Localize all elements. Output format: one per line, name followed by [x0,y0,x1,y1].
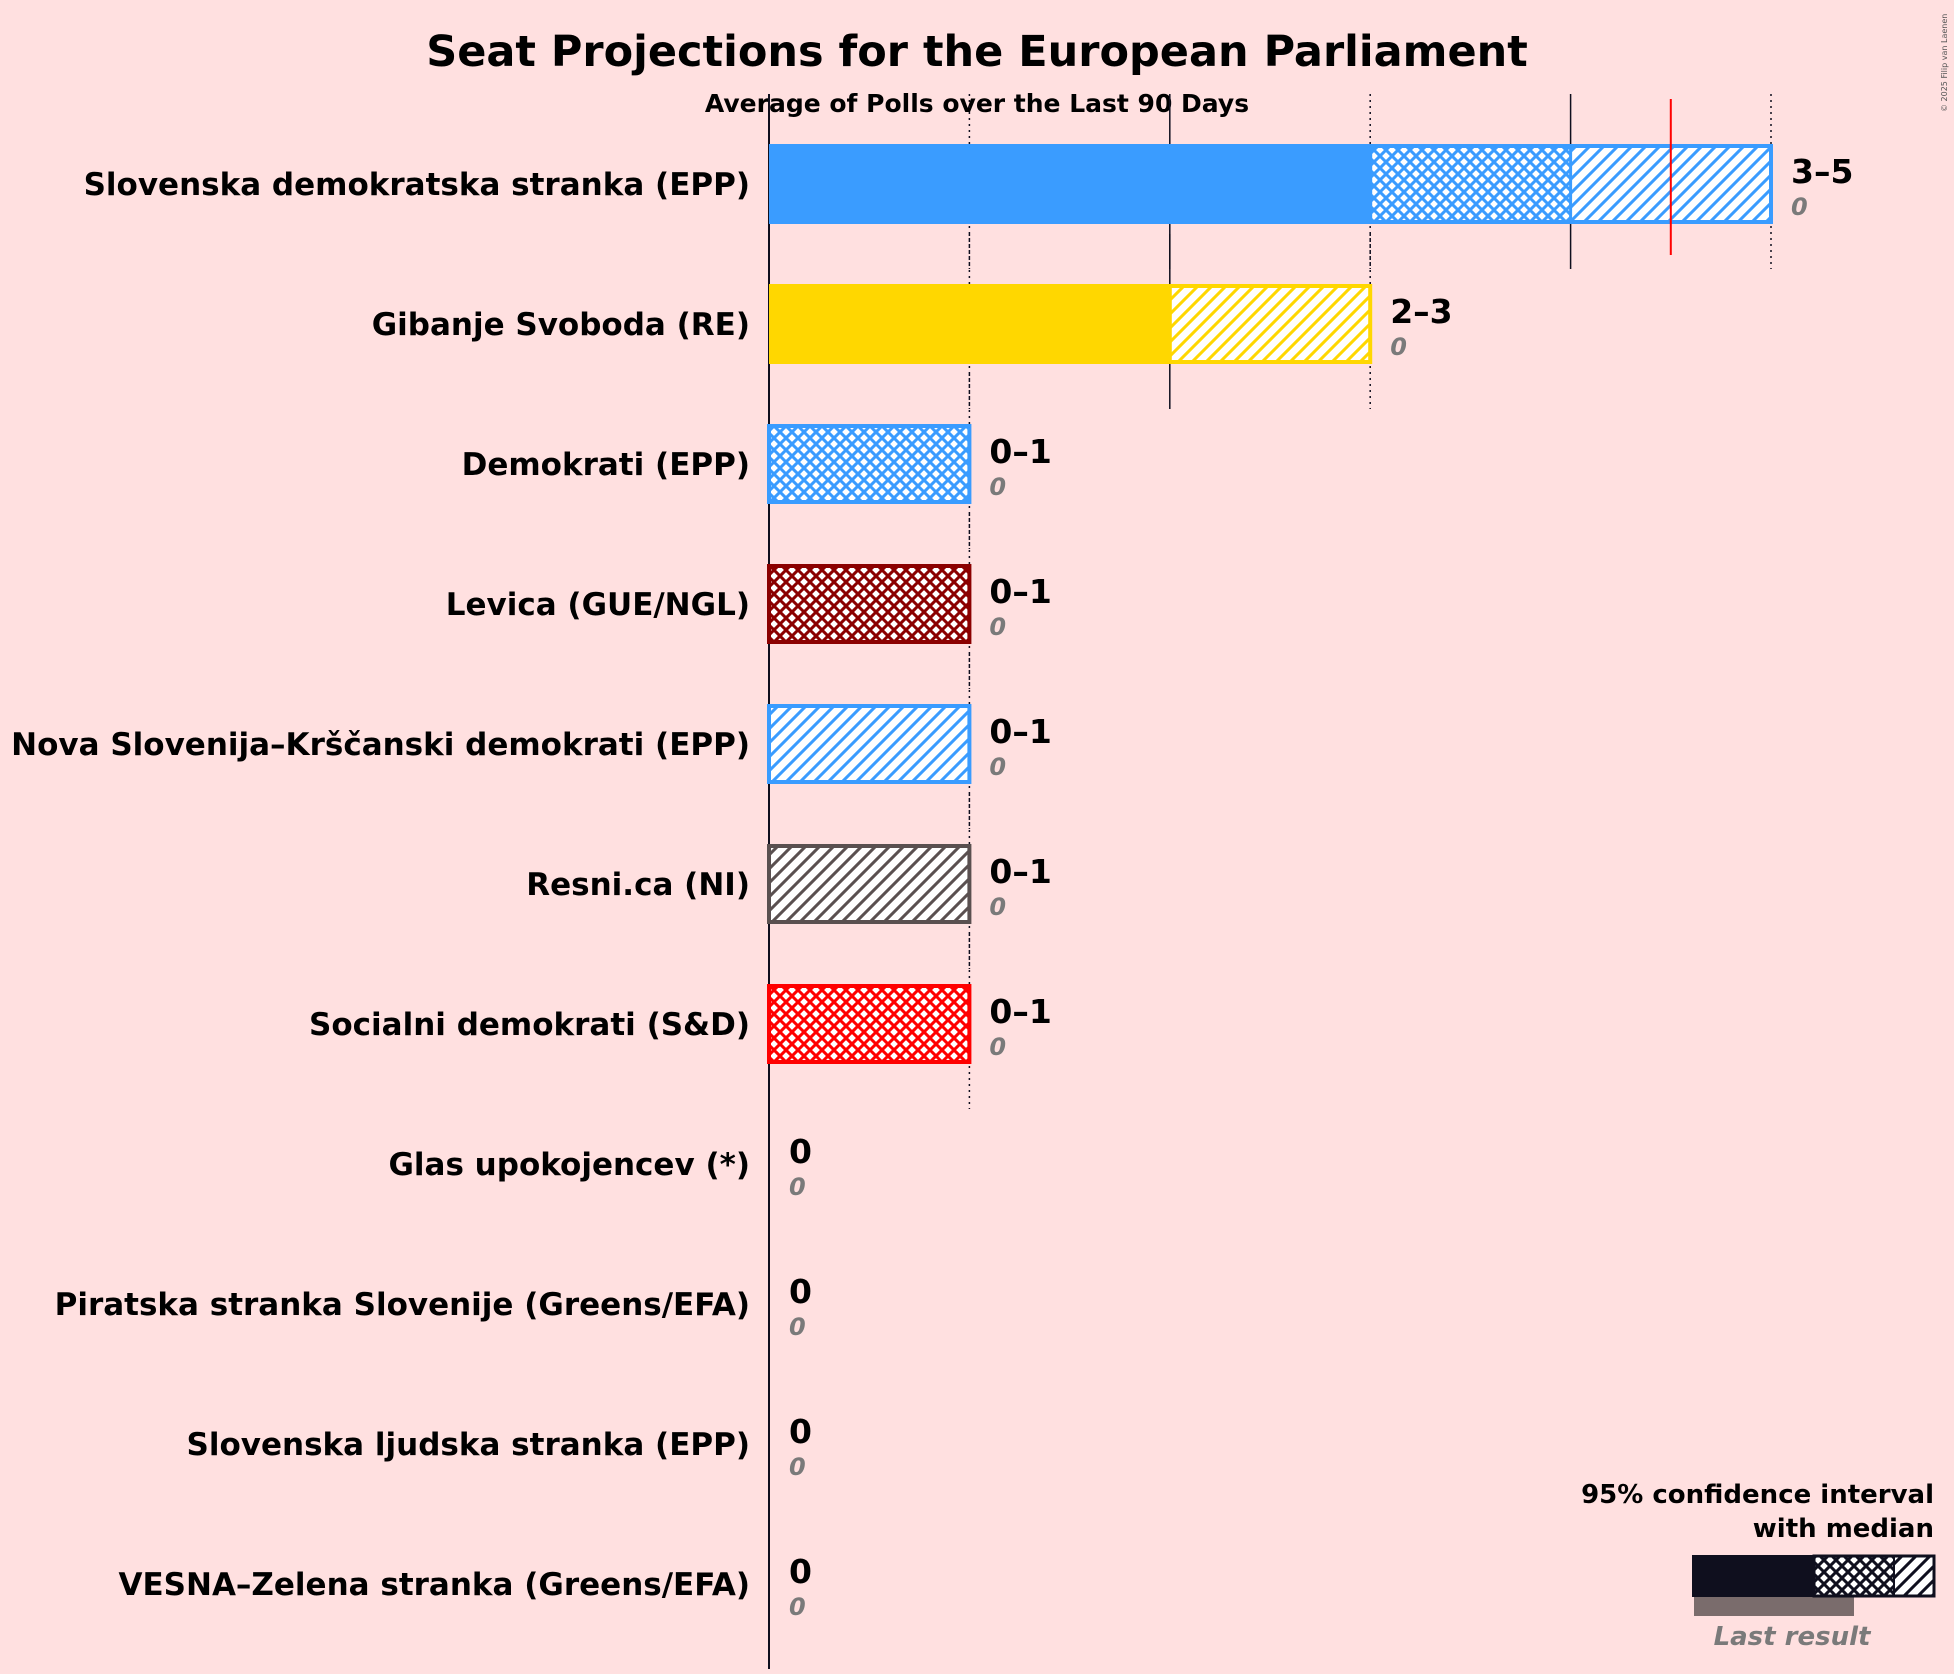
party-name: Piratska stranka Slovenije (Greens/EFA) [55,1287,750,1323]
chart-subtitle: Average of Polls over the Last 90 Days [705,89,1249,118]
party-row [767,984,972,1064]
party-name: Socialni demokrati (S&D) [309,1007,750,1043]
party-name: Resni.ca (NI) [526,867,750,903]
bar-ci-upper [1169,284,1371,364]
last-result-label: 0 [789,1173,806,1201]
last-result-label: 0 [1390,333,1407,361]
last-result-label: 0 [989,753,1006,781]
range-label: 2–3 [1390,292,1452,331]
legend: 95% confidence interval with median Last… [1581,1480,1936,1652]
party-labels: Slovenska demokratska stranka (EPP) 3–50G… [11,152,1853,1621]
legend-last-result-bar [1694,1596,1854,1616]
range-label: 0–1 [989,992,1051,1031]
copyright-text: © 2025 Filip van Laenen [1940,14,1949,112]
party-row [767,704,972,784]
legend-median-crosshatch [1814,1555,1894,1597]
party-name: Glas upokojencev (*) [388,1147,750,1183]
range-label: 0–1 [989,852,1051,891]
last-result-label: 0 [789,1313,806,1341]
bar-ci-lower [769,984,970,1064]
legend-title-line2: with median [1753,1514,1934,1544]
range-label: 0–1 [989,712,1051,751]
bar-solid [769,284,1170,364]
party-name: Slovenska demokratska stranka (EPP) [84,167,750,203]
party-row [769,284,1373,364]
chart-title: Seat Projections for the European Parlia… [426,27,1528,77]
bar-ci-lower [1370,144,1571,224]
party-name: Nova Slovenija–Krščanski demokrati (EPP) [11,727,750,763]
party-name: Levica (GUE/NGL) [446,587,750,623]
bar-solid [769,144,1371,224]
last-result-label: 0 [989,1033,1006,1061]
range-label: 0 [789,1272,812,1311]
last-result-label: 0 [789,1593,806,1621]
legend-outline [1812,1554,1936,1598]
bar-ci-outline [767,564,972,644]
range-label: 3–5 [1791,152,1853,191]
bar-ci-lower [769,564,970,644]
bar-ci-upper [769,844,970,924]
party-name: Slovenska ljudska stranka (EPP) [187,1427,750,1463]
last-result-label: 0 [989,613,1006,641]
last-result-label: 0 [989,473,1006,501]
bar-ci-outline [767,984,972,1064]
party-name: Gibanje Svoboda (RE) [372,307,750,343]
legend-solid-bar [1692,1555,1814,1597]
range-label: 0 [789,1132,812,1171]
bar-ci-lower [769,424,970,504]
last-result-label: 0 [789,1453,806,1481]
range-label: 0–1 [989,432,1051,471]
bar-ci-outline [767,424,972,504]
party-name: Demokrati (EPP) [462,447,750,483]
legend-upper-hatch [1894,1555,1934,1597]
legend-title-line1: 95% confidence interval [1581,1480,1934,1510]
last-result-label: 0 [989,893,1006,921]
party-row [769,144,1773,224]
bar-ci-outline [1167,284,1373,364]
bar-ci-upper [769,704,970,784]
range-label: 0 [789,1552,812,1591]
range-label: 0 [789,1412,812,1451]
last-result-label: 0 [1791,193,1808,221]
party-name: VESNA–Zelena stranka (Greens/EFA) [119,1567,751,1603]
party-row [767,844,972,924]
bar-ci-outline [767,844,972,924]
bar-ci-outline [767,704,972,784]
party-row [767,424,972,504]
party-row [767,564,972,644]
range-label: 0–1 [989,572,1051,611]
legend-last-result-label: Last result [1714,1622,1872,1652]
bars [767,99,1773,1064]
